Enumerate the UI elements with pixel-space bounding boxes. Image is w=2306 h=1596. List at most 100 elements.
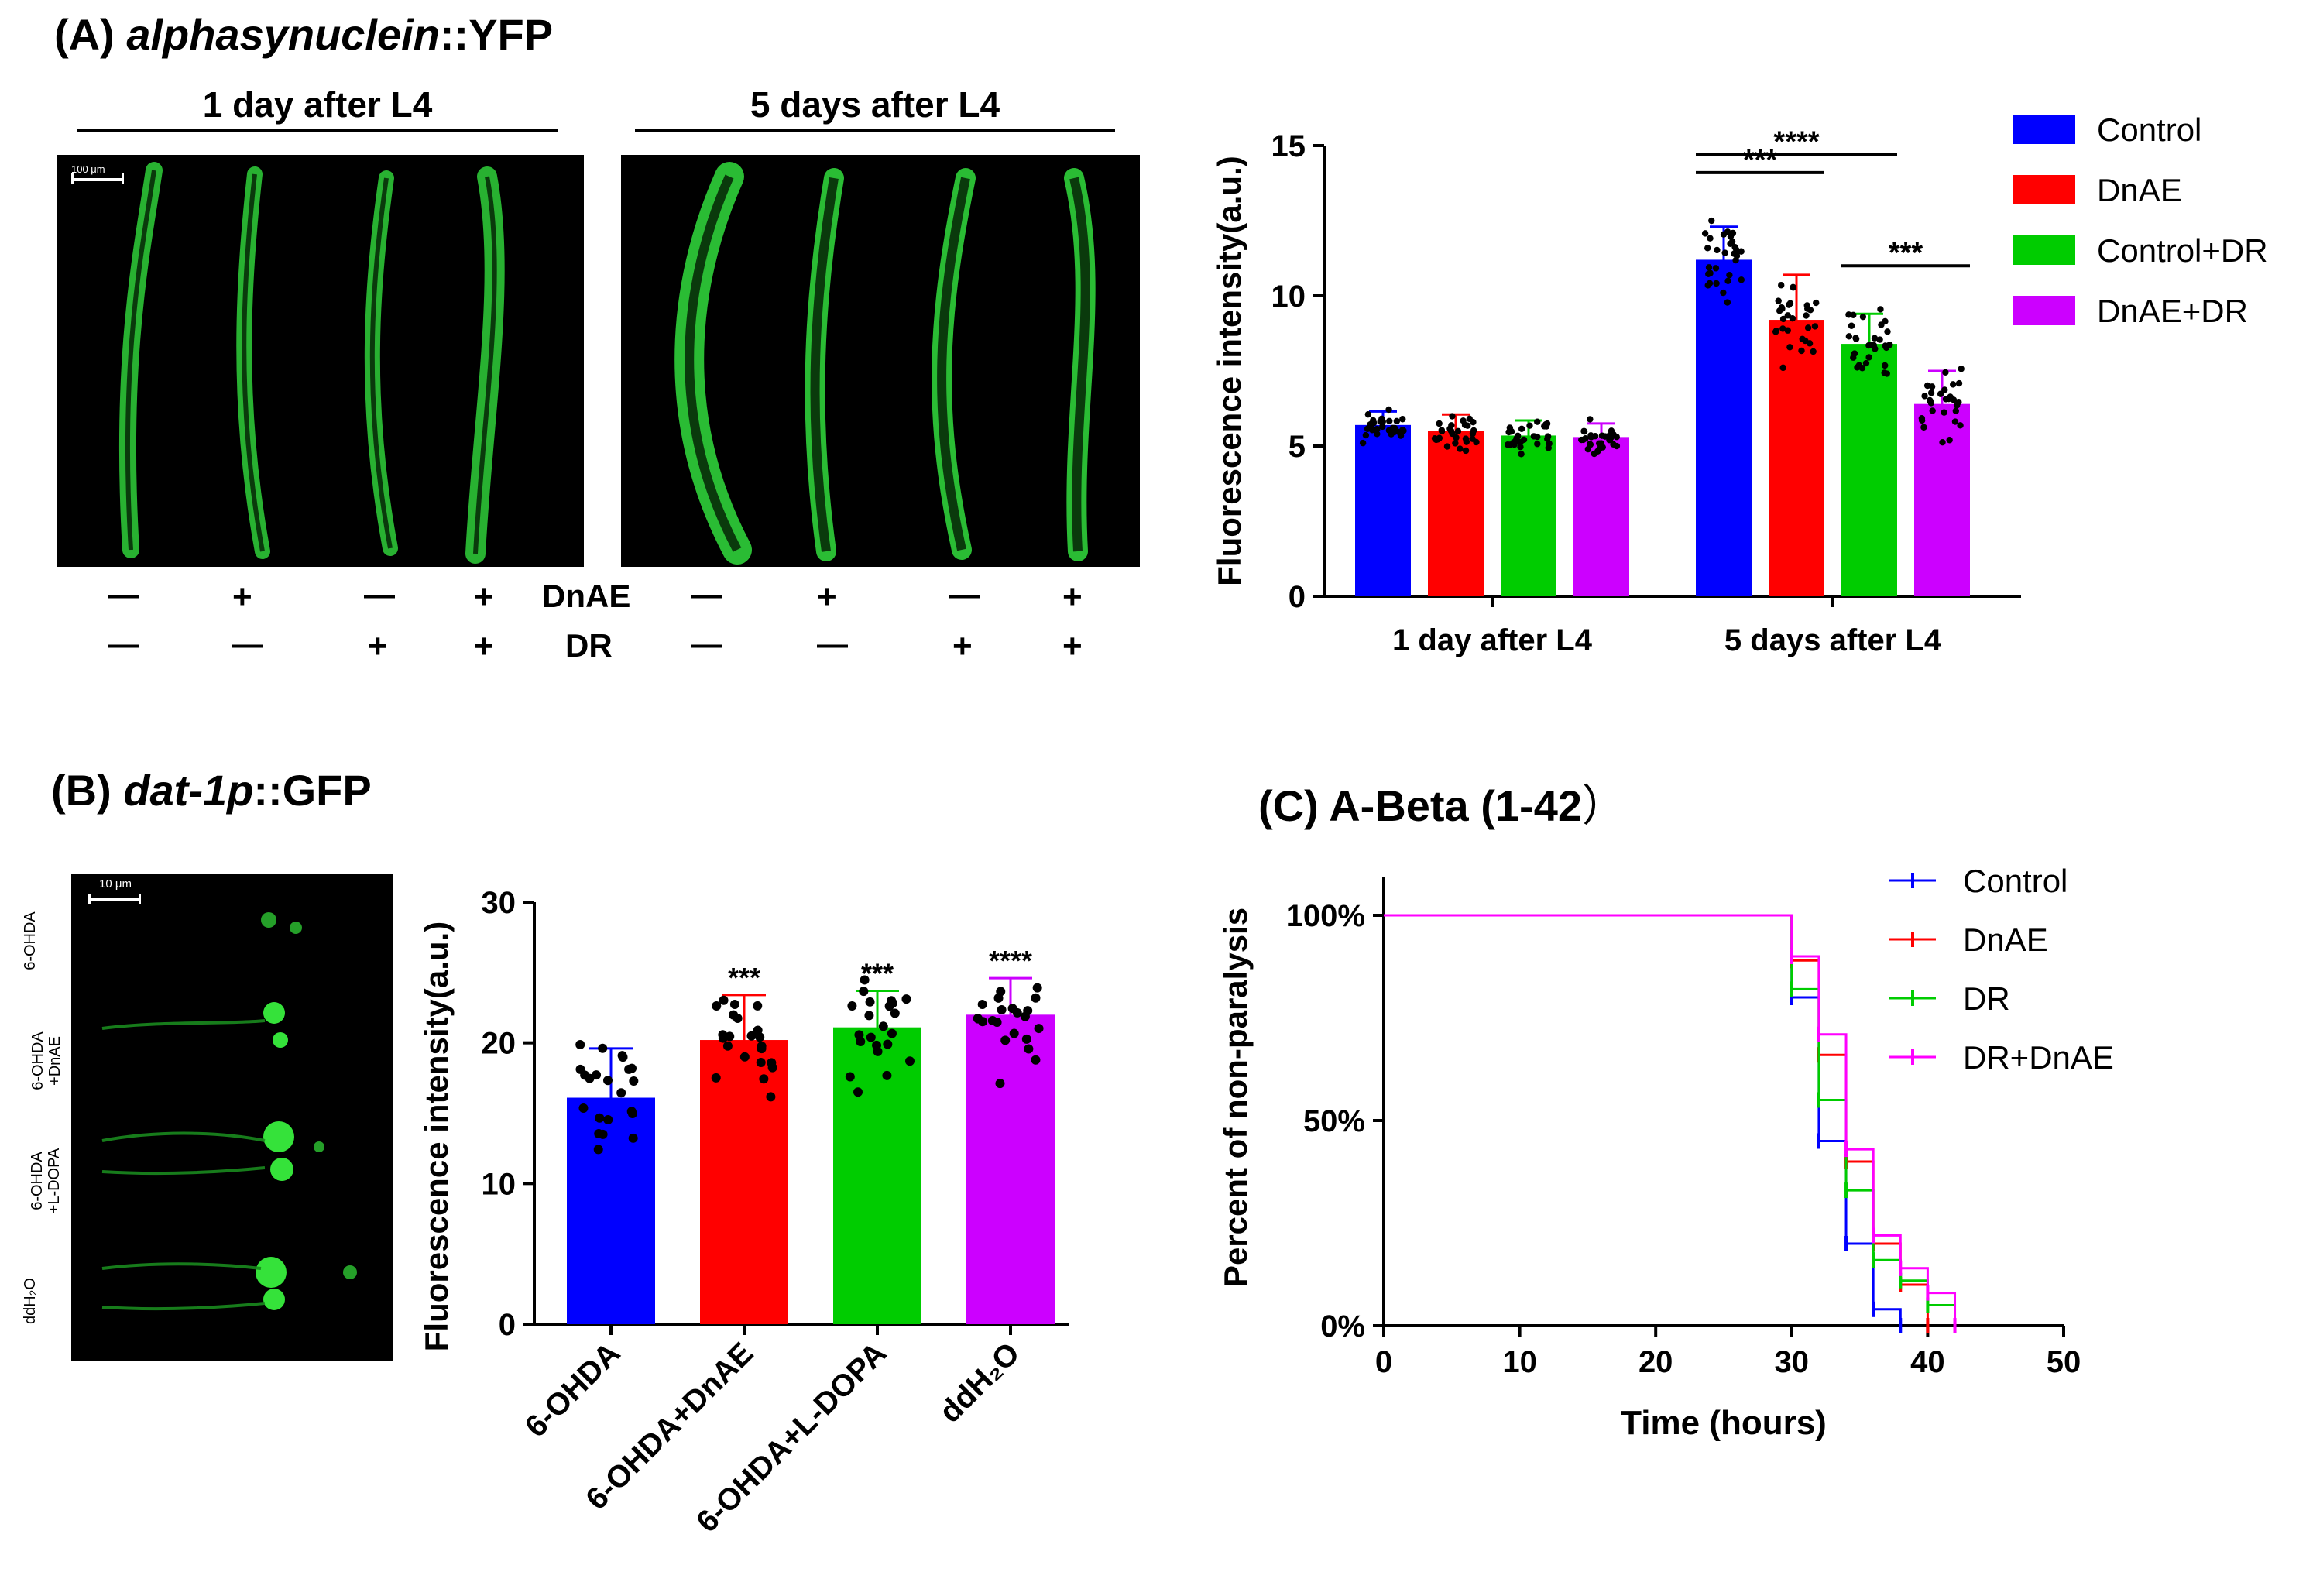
b-data-point	[1012, 1007, 1022, 1018]
a-data-point	[1779, 315, 1787, 323]
micrograph-day1	[57, 155, 584, 567]
a-data-point	[1724, 299, 1731, 306]
a-data-point	[1937, 390, 1944, 397]
a-data-point	[1858, 365, 1866, 372]
a-data-point	[1400, 427, 1407, 434]
a-data-point	[1454, 427, 1462, 435]
a-data-point	[1802, 337, 1809, 345]
b-data-point	[598, 1129, 608, 1139]
sign-dr-8: +	[1062, 627, 1083, 665]
panel-c-title-text: A-Beta (1-42	[1329, 781, 1582, 830]
b-data-point	[759, 1074, 769, 1084]
a-data-point	[1386, 417, 1393, 424]
a-bar-control-2	[1696, 259, 1752, 596]
a-data-point	[1845, 333, 1853, 340]
neuron-cluster-4	[256, 1257, 287, 1288]
a-data-point	[1508, 428, 1515, 435]
a-data-point	[1884, 328, 1891, 335]
a-data-point	[1597, 444, 1604, 451]
a-data-point	[1952, 407, 1960, 414]
b-data-point	[1031, 1055, 1041, 1065]
a-data-point	[1728, 238, 1736, 245]
micrograph-b	[71, 874, 393, 1361]
a-data-point	[1721, 249, 1728, 256]
b-data-point	[866, 1032, 876, 1042]
b-data-point	[578, 1103, 589, 1114]
b-data-point	[978, 1017, 988, 1027]
row-label-ddh2o: ddH₂O	[22, 1278, 39, 1325]
panel-b-title: (B) dat-1p::GFP	[51, 765, 372, 815]
a-data-point	[1374, 431, 1381, 438]
scale-bar-a	[71, 178, 124, 181]
a-data-point	[1738, 248, 1745, 255]
b-data-point	[887, 998, 897, 1008]
b-data-point	[766, 1092, 776, 1102]
b-data-point	[757, 1042, 767, 1052]
a-data-point	[1790, 284, 1796, 291]
b-data-point	[746, 1031, 757, 1041]
a-data-point	[1448, 422, 1455, 429]
a-data-point	[1580, 428, 1588, 435]
b-data-point	[890, 1008, 900, 1018]
a-data-point	[1606, 437, 1613, 444]
b-data-point	[729, 1010, 739, 1020]
a-legend-swatch	[2013, 175, 2075, 204]
a-data-point	[1865, 354, 1872, 361]
sign-dr-5: —	[691, 627, 722, 661]
b-x-tick-label: 6-OHDA	[519, 1336, 627, 1444]
a-data-point	[1920, 424, 1927, 431]
a-data-point	[1707, 235, 1714, 242]
a-data-point	[1958, 366, 1965, 372]
worm-image-day1	[71, 162, 505, 564]
b-data-point	[864, 1011, 874, 1021]
a-data-point	[1941, 409, 1947, 416]
a-legend-label: DnAE	[2097, 172, 2182, 208]
b-data-point	[602, 1076, 613, 1086]
a-data-point	[1876, 336, 1883, 343]
a-data-point	[1720, 289, 1727, 297]
a-data-point	[1927, 400, 1935, 407]
b-data-point	[729, 1000, 739, 1010]
a-significance-stars: ****	[1773, 126, 1819, 159]
a-data-point	[1436, 420, 1443, 427]
a-data-point	[1918, 414, 1926, 422]
a-data-point	[1848, 322, 1855, 329]
a-data-point	[1803, 312, 1810, 319]
b-data-point	[859, 987, 869, 997]
a-data-point	[1701, 230, 1709, 237]
b-data-point	[629, 1076, 639, 1086]
c-x-label: Time (hours)	[1621, 1404, 1827, 1442]
micrograph-day5	[621, 155, 1140, 567]
b-data-point	[854, 1030, 864, 1040]
a-data-point	[1775, 297, 1782, 304]
c-x-tick-label: 50	[2047, 1345, 2081, 1379]
b-data-point	[756, 1058, 766, 1068]
a-data-point	[1462, 447, 1470, 455]
a-y-tick-label: 5	[1289, 430, 1306, 464]
a-data-point	[1789, 314, 1796, 322]
b-data-point	[1032, 983, 1042, 993]
b-data-point	[616, 1088, 626, 1098]
a-data-point	[1854, 364, 1861, 371]
a-data-point	[1923, 382, 1931, 390]
b-data-point	[1034, 1024, 1044, 1034]
a-data-point	[1950, 396, 1958, 403]
a-data-point	[1811, 323, 1819, 330]
sign-dnae-6: +	[817, 578, 837, 616]
a-data-point	[1845, 311, 1852, 318]
panel-c-label: (C)	[1258, 781, 1319, 830]
chart-a: 0 5 10 15 Fluorescence intensity(a.u.) 1 day …	[1211, 112, 2268, 657]
a-legend-swatch	[2013, 235, 2075, 265]
a-data-point	[1732, 256, 1739, 264]
a-data-point	[1738, 276, 1745, 283]
b-data-point	[995, 1079, 1005, 1089]
a-data-point	[1469, 430, 1477, 438]
panel-a-label: (A)	[54, 10, 115, 59]
b-data-point	[977, 1000, 987, 1010]
c-line-dr	[1384, 914, 1957, 1326]
a-data-point	[1374, 425, 1381, 433]
a-data-point	[1784, 327, 1791, 334]
a-data-point	[1517, 444, 1524, 451]
a-data-point	[1720, 231, 1728, 238]
a-data-point	[1433, 436, 1440, 444]
